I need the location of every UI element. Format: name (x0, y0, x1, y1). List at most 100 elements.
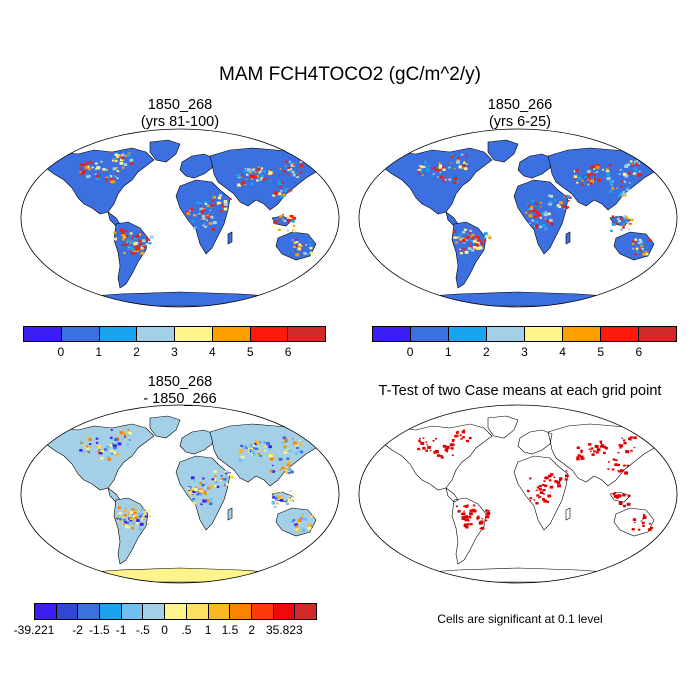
grid-cell (562, 205, 566, 209)
grid-cell (613, 491, 617, 494)
colorbar-label: -1 (115, 623, 127, 637)
grid-cell (84, 164, 87, 167)
grid-cell (252, 453, 255, 455)
grid-cell (287, 471, 291, 475)
grid-cell (279, 499, 284, 502)
grid-cell (125, 154, 128, 157)
grid-cell (123, 518, 126, 521)
grid-cell (118, 506, 122, 509)
grid-cell (468, 437, 472, 440)
grid-cell (461, 430, 466, 434)
colorbar-box (288, 327, 325, 341)
grid-cell (274, 457, 277, 460)
grid-cell (623, 439, 626, 442)
grid-cell (86, 436, 89, 438)
grid-cell (106, 181, 108, 183)
grid-cell (475, 243, 479, 246)
grid-cell (194, 488, 198, 491)
continent-australia (613, 231, 655, 261)
grid-cell (453, 177, 458, 180)
grid-cell (230, 475, 234, 479)
grid-cell (630, 449, 633, 452)
grid-cell (619, 446, 622, 449)
grid-cell (538, 496, 540, 499)
grid-cell (626, 502, 631, 506)
grid-cell (463, 167, 468, 171)
grid-cell (618, 173, 621, 175)
grid-cell (548, 202, 553, 206)
grid-cell (549, 205, 551, 207)
grid-cell (615, 496, 620, 499)
grid-cell (85, 162, 89, 165)
grid-cell (289, 168, 293, 171)
grid-cell (106, 455, 110, 458)
colorbar-box (295, 604, 316, 619)
grid-cell (241, 176, 243, 179)
grid-cell (275, 225, 278, 227)
colorbar-box (121, 604, 144, 619)
grid-cell (426, 169, 430, 172)
grid-cell (297, 526, 300, 529)
grid-cell (294, 523, 298, 527)
grid-cell (291, 437, 294, 440)
grid-cell (475, 246, 480, 250)
grid-cell (305, 244, 307, 246)
grid-cell (539, 216, 542, 219)
grid-cell (429, 450, 432, 452)
grid-cell (279, 185, 282, 188)
colorbar-box (56, 604, 79, 619)
grid-cell (144, 515, 148, 518)
grid-cell (606, 177, 611, 181)
grid-cell (269, 457, 274, 461)
grid-cell (627, 228, 630, 231)
colorbar-label: -.5 (135, 623, 150, 637)
grid-cell (611, 468, 615, 471)
continent-greenland (149, 139, 181, 163)
grid-cell (525, 211, 528, 214)
grid-cell (254, 171, 257, 173)
grid-cell (282, 193, 286, 196)
grid-cell (292, 229, 297, 233)
grid-cell (201, 218, 204, 220)
grid-cell (293, 241, 297, 244)
grid-cell (212, 221, 217, 225)
grid-cell (188, 491, 192, 494)
grid-cell (287, 167, 291, 170)
grid-cell (145, 243, 149, 246)
grid-cell (197, 488, 200, 490)
grid-cell (576, 181, 579, 184)
colorbar-label: 1 (444, 345, 452, 359)
colorbar-label: 5 (246, 345, 254, 359)
grid-cell (258, 441, 262, 444)
grid-cell (131, 513, 135, 516)
grid-cell (257, 177, 261, 181)
grid-cell (639, 242, 643, 245)
grid-cell (535, 226, 539, 229)
grid-cell (136, 519, 140, 522)
grid-cell (298, 518, 302, 522)
grid-cell (276, 219, 279, 221)
grid-cell (89, 443, 92, 445)
colorbar-label: 3 (521, 345, 528, 359)
grid-cell (282, 436, 287, 440)
grid-cell (287, 169, 290, 171)
grid-cell (278, 180, 281, 183)
grid-cell (440, 455, 443, 457)
grid-cell (135, 247, 139, 251)
grid-cell (100, 450, 104, 454)
grid-cell (465, 439, 469, 443)
grid-cell (251, 450, 256, 454)
grid-cell (456, 430, 459, 433)
colorbar-box (100, 604, 122, 619)
grid-cell (557, 484, 560, 486)
continent-greenland (487, 415, 519, 439)
grid-cell (435, 437, 438, 440)
colorbar-label: 2 (248, 623, 256, 637)
grid-cell (133, 237, 137, 240)
grid-cell (212, 195, 216, 199)
grid-cell (614, 494, 617, 497)
panel2-title-line1: 1850_266 (487, 97, 553, 113)
grid-cell (80, 440, 83, 443)
grid-cell (199, 493, 203, 496)
grid-cell (186, 212, 191, 215)
